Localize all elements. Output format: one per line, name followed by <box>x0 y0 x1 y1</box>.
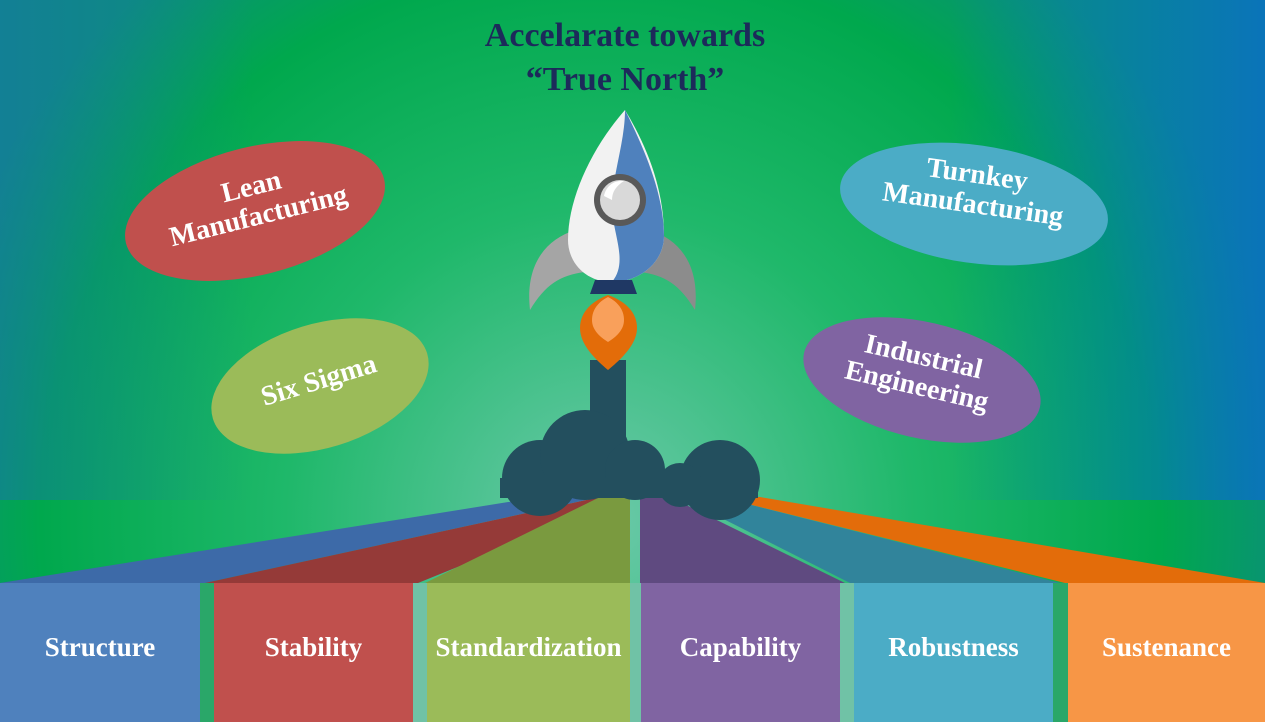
rocket-icon <box>529 110 696 370</box>
title-line-1: Accelarate towards <box>484 17 766 54</box>
pillar-stability-label: Stability <box>264 632 363 662</box>
perspective-strips <box>0 497 1265 583</box>
pillar-capability-label: Capability <box>679 632 802 662</box>
oval-industrial-engineering <box>803 317 1041 443</box>
strip-standardization <box>425 497 630 583</box>
strip-stability <box>205 497 630 583</box>
pillar-sustenance: Sustenance <box>1068 583 1265 722</box>
pillar-structure-label: Structure <box>44 632 156 662</box>
oval-six-sigma <box>211 318 429 454</box>
pillar-structure: Structure <box>0 583 200 722</box>
pillar-capability: Capability <box>641 583 840 722</box>
pillar-gap-light-2 <box>838 583 858 722</box>
pillar-standardization-label: Standardization <box>435 632 622 662</box>
oval-turnkey-manufacturing <box>840 142 1108 266</box>
title-line-2: “True North” <box>525 61 725 98</box>
pillar-stability: Stability <box>214 583 413 722</box>
pillar-sustenance-label: Sustenance <box>1101 632 1231 662</box>
pillar-standardization: Standardization <box>427 583 630 722</box>
strip-robustness <box>680 497 1060 583</box>
rocket-window-glass <box>600 180 640 220</box>
rocket-flame-inner <box>592 297 624 342</box>
strip-capability <box>640 497 845 583</box>
rocket-window-highlight <box>604 180 624 200</box>
oval-lean-manufacturing <box>125 141 385 281</box>
smoke-cloud <box>500 360 760 520</box>
strip-sustenance <box>720 497 1265 583</box>
pillar-robustness-label: Robustness <box>888 632 1019 662</box>
pillar-robustness: Robustness <box>854 583 1053 722</box>
rocket-nozzle <box>590 280 637 294</box>
strip-structure <box>0 497 600 583</box>
